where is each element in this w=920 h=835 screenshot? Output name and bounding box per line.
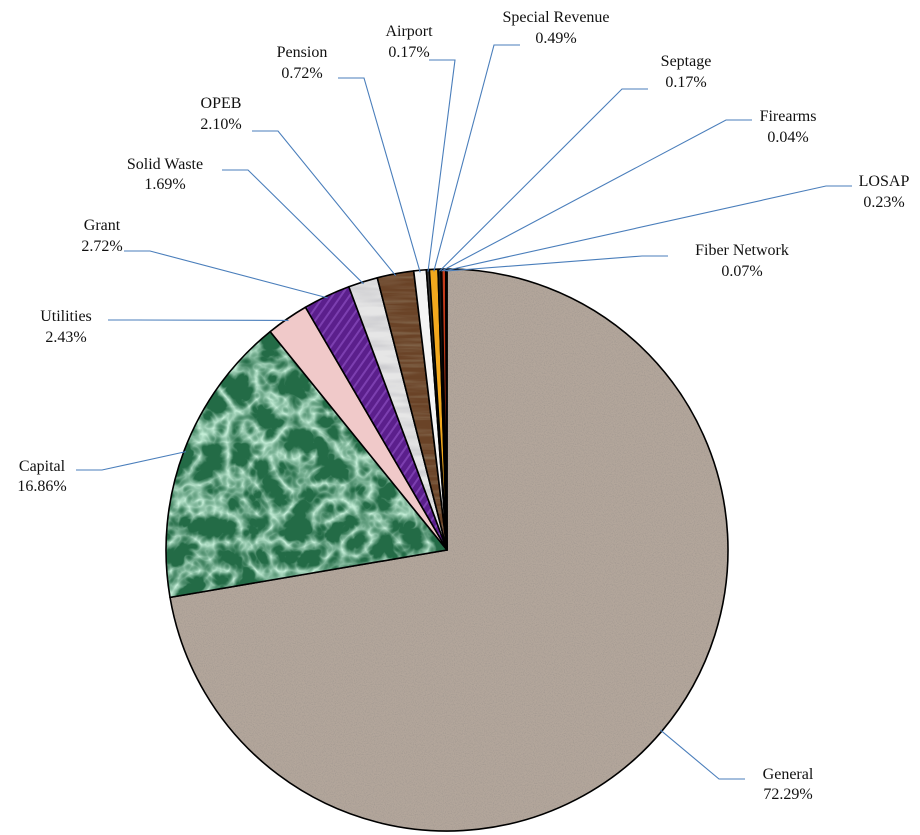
slice-label-utilities: Utilities 2.43% [40, 308, 92, 346]
slice-label-general: General 72.29% [763, 766, 814, 803]
leader-line-losap [443, 185, 852, 272]
leader-line-pension [338, 77, 421, 273]
slice-label-special-revenue: Special Revenue 0.49% [502, 9, 609, 47]
label-name: Pension [277, 44, 328, 61]
label-value: 2.10% [200, 116, 241, 133]
slice-label-fiber-network: Fiber Network 0.07% [695, 242, 789, 280]
slice-label-opeb: OPEB 2.10% [200, 95, 241, 133]
pie-slices [165, 268, 729, 832]
leader-line-fiber-network [446, 255, 668, 272]
label-name: Solid Waste [127, 156, 203, 173]
slice-label-airport: Airport 0.17% [385, 23, 433, 61]
leader-line-general [659, 729, 745, 780]
slice-label-capital: Capital 16.86% [17, 458, 66, 495]
label-name: Airport [385, 23, 433, 40]
slice-label-grant: Grant 2.72% [81, 217, 122, 255]
label-value: 0.72% [281, 65, 322, 82]
label-value: 1.69% [144, 176, 185, 193]
label-value: 0.23% [863, 194, 904, 211]
label-name: Firearms [760, 108, 817, 125]
leader-line-airport [427, 59, 456, 272]
label-value: 72.29% [763, 786, 812, 803]
label-name: Septage [661, 53, 712, 70]
label-name: Special Revenue [502, 9, 609, 26]
leader-line-grant [124, 250, 328, 299]
slice-label-firearms: Firearms 0.04% [760, 108, 817, 146]
leader-line-solid-waste [222, 169, 364, 285]
slice-label-septage: Septage 0.17% [661, 53, 712, 91]
label-value: 2.43% [45, 329, 86, 346]
pie-slice-capital [165, 330, 448, 599]
label-name: Utilities [40, 308, 92, 325]
label-value: 0.04% [767, 129, 808, 146]
label-name: General [763, 766, 814, 783]
leader-line-capital [76, 451, 187, 471]
label-name: Capital [19, 458, 66, 475]
slice-label-losap: LOSAP 0.23% [859, 173, 910, 211]
label-value: 0.07% [721, 263, 762, 280]
label-name: Grant [84, 217, 121, 234]
slice-label-solid-waste: Solid Waste 1.69% [127, 156, 203, 193]
leader-lines [76, 44, 852, 780]
label-value: 0.49% [535, 30, 576, 47]
label-value: 0.17% [665, 74, 706, 91]
leader-line-special-revenue [433, 44, 520, 272]
leader-line-septage [439, 88, 648, 272]
label-value: 2.72% [81, 238, 122, 255]
leader-line-firearms [441, 119, 752, 272]
leader-line-opeb [252, 130, 397, 277]
label-name: OPEB [201, 95, 242, 112]
label-value: 16.86% [17, 478, 66, 495]
label-value: 0.17% [388, 44, 429, 61]
slice-label-pension: Pension 0.72% [277, 44, 328, 82]
label-name: Fiber Network [695, 242, 789, 259]
label-name: LOSAP [859, 173, 910, 190]
